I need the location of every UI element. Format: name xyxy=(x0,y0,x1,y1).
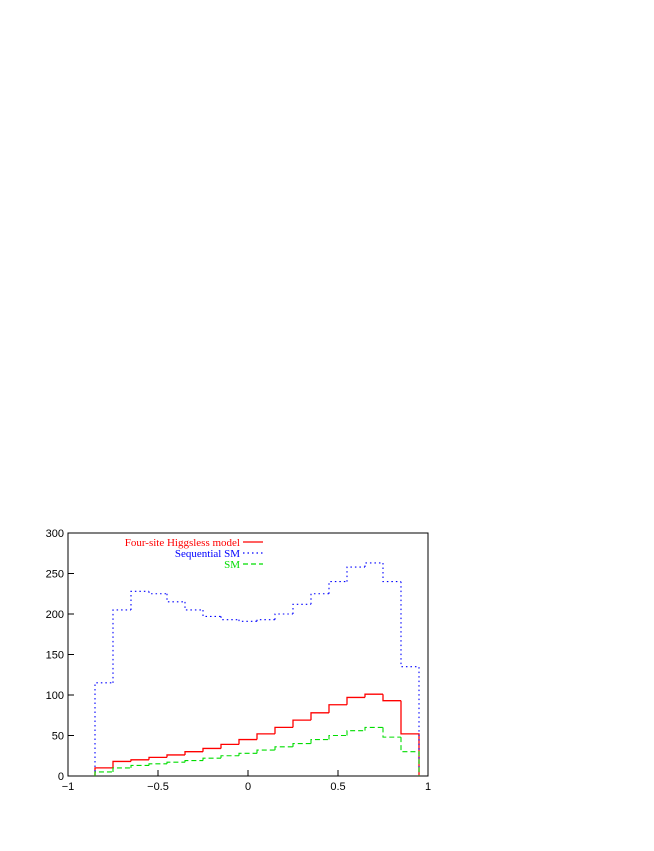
x-tick-label: 0 xyxy=(245,781,251,793)
histogram-step xyxy=(202,747,221,752)
histogram-step xyxy=(364,693,383,698)
legend-label: Sequential SM xyxy=(175,548,240,560)
histogram-step xyxy=(346,730,365,736)
histogram-step xyxy=(166,754,185,758)
histogram-step xyxy=(346,696,365,705)
x-tick-label: 1 xyxy=(425,781,431,793)
x-tick-label: −0.5 xyxy=(147,781,169,793)
histogram-step xyxy=(184,760,203,763)
histogram-step xyxy=(166,593,185,603)
histogram-step xyxy=(400,581,420,776)
histogram-step xyxy=(274,613,293,620)
histogram-step xyxy=(220,616,239,621)
histogram-step xyxy=(166,761,185,764)
histogram-step xyxy=(112,767,131,772)
x-tick-label: −1 xyxy=(62,781,75,793)
histogram-step xyxy=(202,609,221,617)
histogram-step xyxy=(400,700,420,776)
histogram-step xyxy=(382,562,401,583)
y-tick-label: 50 xyxy=(52,731,64,743)
histogram-step xyxy=(364,562,383,568)
histogram-step xyxy=(310,712,329,721)
histogram-step xyxy=(274,746,293,751)
y-tick-label: 250 xyxy=(46,569,64,581)
histogram-step xyxy=(94,682,113,776)
histogram-step xyxy=(238,752,257,756)
histogram-step xyxy=(202,757,221,761)
histogram-step xyxy=(292,743,311,747)
histogram-step xyxy=(148,763,167,766)
legend-label: Four-site Higgsless model xyxy=(125,537,240,549)
histogram-step xyxy=(292,719,311,728)
histogram-step xyxy=(256,619,275,622)
histogram-step xyxy=(328,734,347,740)
histogram-step xyxy=(328,581,347,594)
histogram-step xyxy=(346,566,365,582)
histogram-step xyxy=(328,704,347,713)
histogram-step xyxy=(220,755,239,759)
histogram-step xyxy=(184,601,203,611)
legend-label: SM xyxy=(224,559,240,571)
y-tick-label: 100 xyxy=(46,690,64,702)
x-tick-label: 0.5 xyxy=(330,781,345,793)
histogram-step xyxy=(382,727,401,738)
histogram-step xyxy=(148,756,167,760)
histogram-step xyxy=(148,591,167,595)
histogram-step xyxy=(112,760,131,768)
histogram-step xyxy=(310,593,329,605)
y-tick-label: 0 xyxy=(58,771,64,783)
histogram-step xyxy=(184,751,203,755)
histogram-step xyxy=(130,759,149,762)
y-tick-label: 200 xyxy=(46,609,64,621)
y-tick-label: 150 xyxy=(46,650,64,662)
histogram-step xyxy=(364,726,383,731)
histogram-step xyxy=(238,738,257,745)
histogram-step xyxy=(310,739,329,744)
histogram-step xyxy=(256,733,275,740)
histogram-step xyxy=(94,771,113,776)
histogram-step xyxy=(274,726,293,734)
histogram-step xyxy=(220,743,239,749)
histogram-step xyxy=(238,619,257,622)
histogram-step xyxy=(130,764,149,768)
histogram-step xyxy=(130,590,149,610)
histogram-step xyxy=(382,694,401,702)
histogram-step xyxy=(400,737,420,776)
y-tick-label: 300 xyxy=(46,528,64,540)
histogram-step xyxy=(292,603,311,614)
histogram-step xyxy=(112,609,131,683)
histogram-step xyxy=(256,749,275,754)
